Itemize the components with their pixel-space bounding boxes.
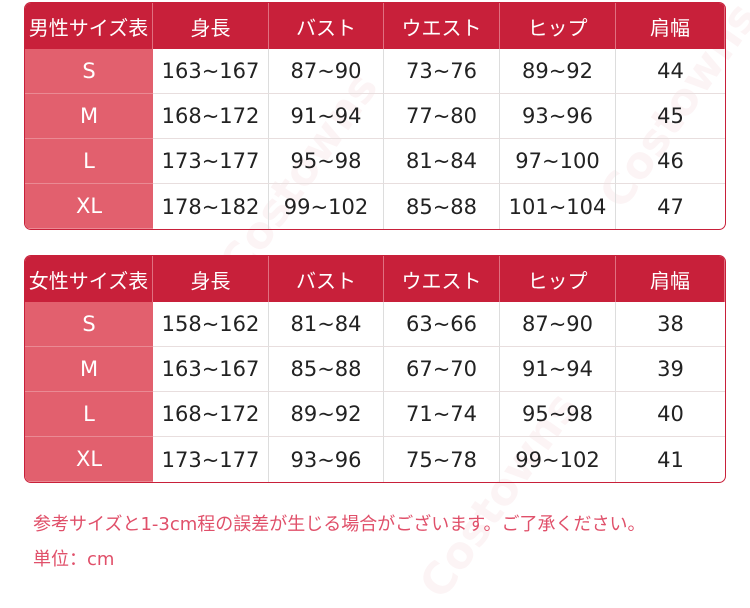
- table-cell: 45: [616, 94, 725, 139]
- table-cell: 89~92: [269, 392, 384, 437]
- header-row: 男性サイズ表 身長 バスト ウエスト ヒップ 肩幅: [25, 3, 725, 49]
- table-cell: 163~167: [153, 347, 269, 392]
- table-cell: 93~96: [500, 94, 616, 139]
- table-title: 男性サイズ表: [25, 3, 153, 49]
- table-cell: 173~177: [153, 437, 269, 482]
- size-label: L: [25, 392, 153, 437]
- table-cell: 71~74: [384, 392, 500, 437]
- table-row: L 168~172 89~92 71~74 95~98 40: [25, 392, 725, 437]
- table-cell: 46: [616, 139, 725, 184]
- table-cell: 178~182: [153, 184, 269, 229]
- size-label: L: [25, 139, 153, 184]
- column-header: バスト: [269, 3, 384, 49]
- size-label: S: [25, 302, 153, 347]
- column-header: 肩幅: [616, 3, 725, 49]
- column-header: ヒップ: [500, 3, 616, 49]
- table-cell: 168~172: [153, 94, 269, 139]
- table-row: S 158~162 81~84 63~66 87~90 38: [25, 302, 725, 347]
- table-row: XL 178~182 99~102 85~88 101~104 47: [25, 184, 725, 229]
- size-label: XL: [25, 437, 153, 482]
- table-cell: 95~98: [269, 139, 384, 184]
- womens-size-table: 女性サイズ表 身長 バスト ウエスト ヒップ 肩幅 S 158~162 81~84 63~66 87…: [25, 256, 725, 482]
- table-cell: 40: [616, 392, 725, 437]
- column-header: バスト: [269, 256, 384, 302]
- column-header: 身長: [153, 256, 269, 302]
- table-row: M 168~172 91~94 77~80 93~96 45: [25, 94, 725, 139]
- table-cell: 163~167: [153, 49, 269, 94]
- table-cell: 91~94: [269, 94, 384, 139]
- table-row: S 163~167 87~90 73~76 89~92 44: [25, 49, 725, 94]
- table-cell: 81~84: [384, 139, 500, 184]
- disclaimer-note: 参考サイズと1-3cm程の誤差が生じる場合がございます。ご了承ください。: [33, 514, 646, 535]
- table-cell: 168~172: [153, 392, 269, 437]
- unit-note: 単位：cm: [33, 549, 115, 570]
- table-cell: 67~70: [384, 347, 500, 392]
- table-cell: 173~177: [153, 139, 269, 184]
- table-cell: 77~80: [384, 94, 500, 139]
- table-cell: 101~104: [500, 184, 616, 229]
- table-cell: 38: [616, 302, 725, 347]
- size-label: S: [25, 49, 153, 94]
- table-cell: 85~88: [269, 347, 384, 392]
- column-header: ヒップ: [500, 256, 616, 302]
- table-cell: 87~90: [269, 49, 384, 94]
- table-cell: 158~162: [153, 302, 269, 347]
- table-cell: 47: [657, 194, 684, 219]
- table-cell: 99~102: [269, 184, 384, 229]
- table-row: XL 173~177 93~96 75~78 99~102 41: [25, 437, 725, 482]
- table-cell: 85~88: [384, 184, 500, 229]
- column-header: 身長: [153, 3, 269, 49]
- table-cell: 39: [616, 347, 725, 392]
- table-row: M 163~167 85~88 67~70 91~94 39: [25, 347, 725, 392]
- table-cell: 89~92: [500, 49, 616, 94]
- table-cell: 63~66: [384, 302, 500, 347]
- table-cell: 93~96: [269, 437, 384, 482]
- table-cell: 87~90: [500, 302, 616, 347]
- column-header: ウエスト: [384, 256, 500, 302]
- table-cell: 95~98: [500, 392, 616, 437]
- table-cell: 91~94: [500, 347, 616, 392]
- table-row: L 173~177 95~98 81~84 97~100 46: [25, 139, 725, 184]
- table-cell: 97~100: [500, 139, 616, 184]
- table-title: 女性サイズ表: [25, 256, 153, 302]
- header-row: 女性サイズ表 身長 バスト ウエスト ヒップ 肩幅: [25, 256, 725, 302]
- mens-size-table: 男性サイズ表 身長 バスト ウエスト ヒップ 肩幅 S 163~167 87~90 73~76 89…: [25, 3, 725, 229]
- table-cell: 75~78: [384, 437, 500, 482]
- size-label: M: [25, 347, 153, 392]
- column-header: 肩幅: [616, 256, 725, 302]
- column-header: ウエスト: [384, 3, 500, 49]
- size-label: XL: [25, 184, 153, 229]
- table-cell: 81~84: [269, 302, 384, 347]
- table-cell: 44: [616, 49, 725, 94]
- size-label: M: [25, 94, 153, 139]
- table-cell: 99~102: [500, 437, 616, 482]
- table-cell: 73~76: [384, 49, 500, 94]
- table-cell: 41: [657, 447, 684, 472]
